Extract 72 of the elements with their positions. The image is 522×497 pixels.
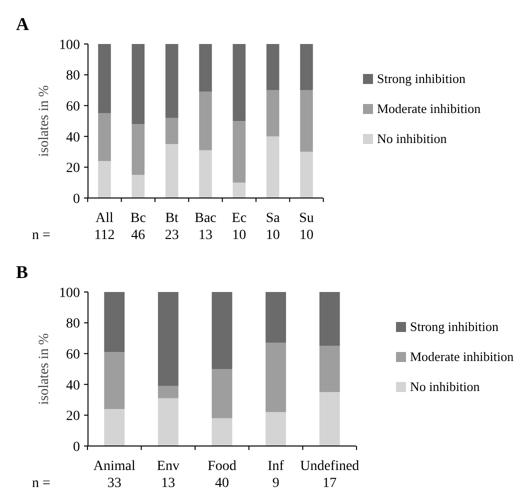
bar: [104, 352, 125, 410]
bar: [165, 144, 178, 198]
bar: [104, 292, 125, 352]
bar: [104, 409, 125, 446]
y-tick-label: 100: [59, 38, 80, 53]
bar: [232, 182, 246, 198]
bar: [266, 136, 280, 198]
bar: [212, 292, 232, 369]
chart-title: A: [16, 14, 29, 34]
bar: [98, 44, 111, 114]
legend-label: No inhibition: [410, 379, 480, 394]
y-tick-label: 60: [66, 100, 80, 114]
bar: [300, 44, 313, 90]
y-tick-label: 80: [66, 316, 80, 332]
y-tick-label: 0: [73, 192, 80, 207]
x-tick-label: Bc 46: [130, 211, 146, 243]
bar: [158, 398, 178, 446]
x-tick-label: Food 40: [208, 459, 236, 491]
x-tick-label: Bt 23: [164, 211, 179, 243]
x-tick-label: Sa 10: [266, 211, 281, 243]
x-tick-label: Inf 9: [268, 459, 284, 491]
bar: [266, 342, 286, 412]
y-axis-title: isolates in %: [37, 332, 52, 405]
y-axis-title: isolates in %: [37, 84, 52, 157]
x-tick-label: All 112: [94, 211, 115, 243]
bar: [232, 44, 246, 121]
y-tick-label: 20: [66, 409, 80, 424]
bar: [199, 44, 212, 92]
bar: [132, 44, 145, 124]
text: n =: [32, 476, 50, 491]
y-tick-label: 40: [66, 378, 80, 394]
bar: [212, 369, 232, 418]
text: n =: [32, 228, 50, 243]
bar: [98, 161, 111, 198]
legend-label: Strong inhibition: [377, 71, 466, 86]
legend-label: Strong inhibition: [410, 319, 499, 334]
bar: [319, 346, 340, 392]
bar: [300, 90, 313, 152]
bar: [212, 418, 232, 446]
legend-label: No inhibition: [377, 131, 448, 146]
bar: [165, 118, 178, 144]
bar: [98, 113, 111, 162]
x-tick-label: Env 13: [156, 459, 180, 491]
x-tick-label: Animal 33: [93, 459, 136, 491]
bar: [199, 92, 212, 150]
legend-label: Moderate inhibition: [410, 349, 514, 364]
bar: [300, 152, 313, 198]
bar: [158, 292, 178, 386]
x-tick-label: Undefined 17: [300, 459, 360, 491]
x-tick-label: Ec 10: [232, 211, 247, 243]
bar: [266, 292, 286, 343]
y-tick-label: 100: [59, 286, 80, 301]
bar: [132, 174, 145, 198]
x-tick-label: Bac 13: [194, 211, 216, 243]
bar: [266, 412, 286, 446]
y-tick-label: 0: [73, 440, 80, 455]
y-tick-label: 80: [66, 68, 80, 84]
y-tick-label: 60: [66, 348, 80, 362]
x-tick-label: Su 10: [299, 211, 314, 243]
bar: [158, 386, 178, 398]
bar: [132, 124, 145, 175]
bar: [165, 44, 178, 118]
bar: [266, 90, 280, 136]
bar: [199, 150, 212, 198]
y-tick-label: 40: [66, 130, 80, 146]
bar: [266, 44, 280, 90]
legend-label: Moderate inhibition: [377, 101, 482, 116]
bar: [319, 292, 340, 346]
bar: [232, 121, 246, 183]
chart-title: B: [16, 262, 28, 282]
y-tick-label: 20: [66, 161, 80, 176]
bar: [319, 392, 340, 446]
